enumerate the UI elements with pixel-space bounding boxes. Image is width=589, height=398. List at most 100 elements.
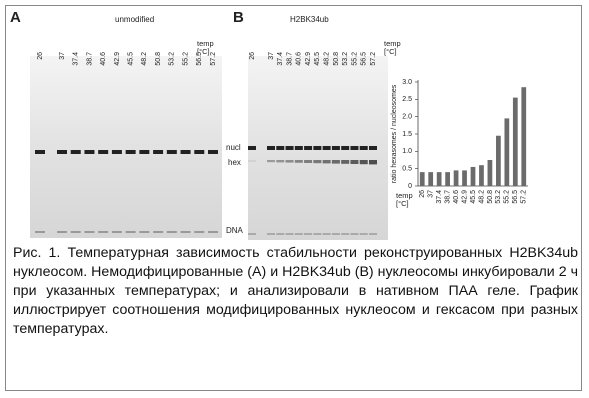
band	[304, 146, 312, 150]
x-axis-label: temp[°C]	[396, 191, 413, 208]
band	[304, 160, 312, 163]
lane-label: 37.4	[73, 52, 80, 66]
band	[286, 233, 294, 235]
lane-label: 37	[59, 52, 66, 60]
band	[84, 150, 94, 154]
band	[360, 233, 368, 235]
band	[350, 233, 358, 235]
band	[350, 160, 358, 164]
lane-label: 57.2	[210, 52, 217, 66]
gel	[30, 56, 222, 238]
lane-label: 38.7	[86, 52, 93, 66]
band	[57, 150, 67, 154]
x-tick-label: 45.5	[470, 190, 477, 204]
panel-title: H2BK34ub	[290, 15, 329, 24]
x-tick-label: 55.2	[504, 190, 511, 204]
band	[248, 160, 256, 162]
band	[267, 233, 275, 235]
band	[35, 231, 45, 233]
band	[139, 231, 149, 233]
x-tick-label: 48.2	[478, 190, 485, 204]
y-tick-label: 2.0	[402, 114, 412, 121]
x-tick-label: 56.5	[512, 190, 519, 204]
bar	[521, 87, 526, 186]
band	[323, 146, 331, 150]
lane-label: 37.4	[277, 52, 284, 66]
band	[360, 146, 368, 150]
band	[248, 146, 256, 150]
lane-label: 48.2	[323, 52, 330, 66]
band	[126, 150, 136, 154]
lane-label: 26	[37, 52, 44, 60]
band	[194, 150, 204, 154]
x-tick-label: 42.9	[461, 190, 468, 204]
panel-title: unmodified	[115, 15, 154, 24]
bar	[454, 170, 459, 186]
x-tick-label: 26	[419, 190, 426, 198]
band	[369, 160, 377, 164]
band	[35, 150, 45, 154]
band	[167, 231, 177, 233]
band	[332, 160, 340, 164]
band	[276, 160, 284, 162]
band	[208, 231, 218, 233]
band	[313, 160, 321, 163]
bar	[462, 170, 467, 186]
bar	[479, 165, 484, 186]
bar	[513, 98, 518, 186]
band	[181, 231, 191, 233]
band	[332, 233, 340, 235]
bar	[445, 172, 450, 186]
lane-label: 55.2	[182, 52, 189, 66]
band	[304, 233, 312, 235]
bar	[420, 172, 425, 186]
band	[341, 146, 349, 150]
y-tick-label: 1.0	[402, 148, 412, 155]
caption: Рис. 1. Температурная зависимость стабил…	[13, 244, 578, 339]
band	[323, 160, 331, 163]
band	[313, 233, 321, 235]
bar	[496, 136, 501, 186]
bar	[471, 167, 476, 186]
band	[126, 231, 136, 233]
y-axis-label: ratio hexasomes / nucleosomes	[391, 84, 398, 183]
band	[286, 160, 294, 163]
band	[276, 233, 284, 235]
lane-label: 45.5	[314, 52, 321, 66]
band	[153, 150, 163, 154]
y-tick-label: 1.5	[402, 131, 412, 138]
x-tick-label: 40.6	[453, 190, 460, 204]
band	[295, 233, 303, 235]
band	[313, 146, 321, 150]
band	[341, 233, 349, 235]
lane-label: 40.6	[296, 52, 303, 66]
band	[98, 150, 108, 154]
x-tick-label: 38.7	[444, 190, 451, 204]
band	[323, 233, 331, 235]
band	[295, 160, 303, 163]
band	[350, 146, 358, 150]
band	[369, 233, 377, 235]
band	[286, 146, 294, 150]
band	[71, 231, 81, 233]
band	[208, 150, 218, 154]
band	[360, 160, 368, 164]
y-tick-label: 0	[408, 183, 412, 190]
lane-label: 26	[249, 52, 256, 60]
lane-label: 42.9	[114, 52, 121, 66]
lane-label: 40.6	[100, 52, 107, 66]
lane-label: 53.2	[342, 52, 349, 66]
band	[181, 150, 191, 154]
lane-label: 53.2	[169, 52, 176, 66]
band	[57, 231, 67, 233]
band	[71, 150, 81, 154]
lane-label: 50.8	[155, 52, 162, 66]
band	[248, 233, 256, 235]
panel-label: A	[10, 9, 21, 26]
bar	[504, 118, 509, 186]
panel-label: B	[233, 9, 244, 26]
band	[139, 150, 149, 154]
band	[84, 231, 94, 233]
band	[153, 231, 163, 233]
